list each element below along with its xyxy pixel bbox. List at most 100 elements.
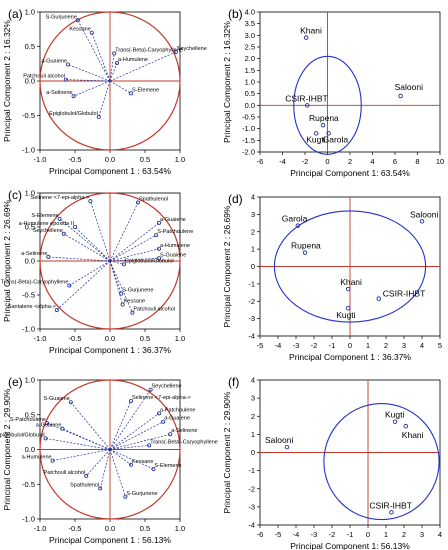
y-tick-label: 1.0 bbox=[25, 8, 35, 17]
loading-vector bbox=[90, 201, 111, 262]
y-tick-label: 0.0 bbox=[245, 101, 255, 110]
score-point bbox=[392, 419, 398, 424]
y-tick-label: 3.0 bbox=[245, 31, 255, 40]
y-axis-title: Principal Component 2 : 16.32% bbox=[2, 20, 12, 142]
loading-label: Trans(-Beta)-Caryophyllene bbox=[115, 47, 183, 53]
x-tick-label: -3 bbox=[311, 530, 318, 539]
x-tick-label: -4 bbox=[275, 341, 282, 350]
loading-point bbox=[122, 262, 127, 267]
loading-vector bbox=[109, 421, 164, 450]
score-label: Rupena bbox=[291, 241, 321, 251]
loading-point bbox=[123, 494, 128, 499]
y-tick-label: 3.5 bbox=[245, 19, 255, 28]
y-tick-label: 4 bbox=[251, 376, 255, 385]
loading-label: Kessane bbox=[124, 299, 145, 305]
x-tick-label: 0 bbox=[366, 530, 370, 539]
score-point bbox=[345, 286, 351, 292]
y-tick-label: 4.0 bbox=[245, 8, 255, 17]
loading-vector bbox=[67, 64, 111, 82]
loading-label: a-Guaiene bbox=[36, 423, 62, 429]
y-tick-label: 1 bbox=[251, 245, 255, 254]
loading-vector bbox=[77, 20, 111, 82]
x-tick-label: 3 bbox=[402, 341, 406, 350]
loading-vector bbox=[52, 449, 111, 461]
loading-point bbox=[88, 199, 93, 204]
loading-point bbox=[98, 486, 103, 491]
loading-point bbox=[156, 411, 161, 416]
x-tick-label: -2 bbox=[329, 530, 336, 539]
loading-label: Patchouli alcohol bbox=[23, 74, 65, 80]
loading-point bbox=[130, 310, 135, 315]
y-axis-title: Principal Component 2 : 26.69% bbox=[222, 205, 232, 327]
loading-point bbox=[43, 436, 48, 441]
loading-vector bbox=[109, 444, 150, 450]
x-tick-label: 8 bbox=[415, 157, 419, 166]
loading-point bbox=[161, 419, 166, 424]
y-axis-title: Principal Component 2 : 29.90% bbox=[222, 391, 232, 513]
x-tick-label: 0.5 bbox=[140, 155, 150, 164]
loading-point bbox=[128, 462, 133, 467]
score-point bbox=[345, 305, 351, 311]
panel-label: (a) bbox=[8, 7, 23, 21]
loading-label: a-Humulene bbox=[118, 57, 148, 63]
loading-point bbox=[50, 458, 55, 463]
loading-vector bbox=[56, 260, 111, 311]
loading-point bbox=[119, 291, 124, 296]
score-point bbox=[403, 423, 409, 429]
loading-point bbox=[148, 387, 153, 392]
score-label: Khani bbox=[300, 26, 322, 36]
loading-vector bbox=[109, 260, 125, 265]
loading-vector bbox=[91, 32, 111, 82]
loading-label: a-Selinene bbox=[171, 428, 197, 434]
x-tick-label: -3 bbox=[293, 341, 300, 350]
loading-label: Selinene <7-epi-alpha-> bbox=[132, 395, 191, 401]
x-tick-label: -1.0 bbox=[34, 334, 47, 343]
loading-label: S-Patchoulene bbox=[10, 417, 46, 423]
y-tick-label: 0.5 bbox=[25, 223, 35, 232]
y-tick-label: 0.5 bbox=[245, 89, 255, 98]
y-tick-label: 4 bbox=[251, 193, 255, 202]
x-tick-label: 6 bbox=[393, 157, 397, 166]
y-tick-label: 2 bbox=[251, 412, 255, 421]
score-point bbox=[314, 131, 319, 136]
loading-label: Seychellene bbox=[33, 228, 63, 234]
score-point bbox=[295, 223, 301, 228]
loading-vector bbox=[109, 248, 160, 262]
y-tick-label: -2.0 bbox=[242, 148, 255, 157]
loading-vector bbox=[98, 80, 111, 117]
loading-point bbox=[57, 216, 62, 221]
y-tick-label: -1.0 bbox=[22, 146, 35, 155]
loading-point bbox=[67, 283, 72, 288]
y-tick-label: 1.0 bbox=[25, 189, 35, 198]
loading-point bbox=[147, 443, 152, 448]
y-tick-label: 0.5 bbox=[25, 410, 35, 419]
y-tick-label: -0.5 bbox=[242, 113, 255, 122]
loading-vector bbox=[109, 449, 132, 466]
score-label: Garola bbox=[282, 214, 308, 224]
score-point bbox=[303, 35, 309, 40]
loading-vector bbox=[109, 80, 132, 94]
y-tick-label: -1.5 bbox=[242, 136, 255, 145]
x-tick-label: 4 bbox=[438, 530, 442, 539]
score-label: Salooni bbox=[410, 209, 438, 219]
loading-label: a-Guaiene bbox=[41, 58, 67, 64]
y-tick-label: -0.5 bbox=[22, 291, 35, 300]
y-tick-label: 0.0 bbox=[25, 257, 35, 266]
y-axis-title: Principal Component 2 : 26.69% bbox=[2, 200, 12, 322]
x-tick-label: -0.5 bbox=[69, 334, 82, 343]
loading-label: Patchouli alcohol bbox=[133, 307, 175, 313]
loading-label: a-Guaiene bbox=[160, 217, 186, 223]
score-point bbox=[305, 103, 310, 108]
score-label: Salooni bbox=[395, 82, 423, 92]
x-tick-label: 4 bbox=[420, 341, 424, 350]
loading-vector bbox=[109, 51, 176, 82]
loading-point bbox=[63, 77, 68, 82]
loading-point bbox=[66, 62, 71, 67]
loading-vector bbox=[109, 400, 132, 450]
x-tick-label: 2 bbox=[348, 157, 352, 166]
y-tick-label: -2 bbox=[248, 297, 255, 306]
y-tick-label: 0.0 bbox=[25, 445, 35, 454]
y-tick-label: -2 bbox=[248, 484, 255, 493]
score-label: Khani bbox=[402, 430, 424, 440]
loading-point bbox=[75, 18, 80, 23]
